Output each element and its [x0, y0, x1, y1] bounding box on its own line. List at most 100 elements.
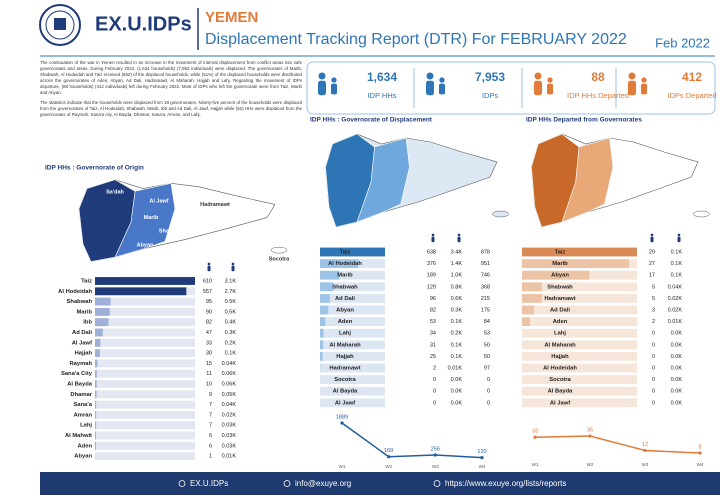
- map-region: [78, 179, 136, 262]
- bar-track: [95, 369, 195, 378]
- bar: [95, 349, 100, 358]
- row-value: 0.1K: [451, 342, 463, 348]
- bar-track: [522, 328, 637, 338]
- trend-x-label: W3: [432, 464, 439, 469]
- map-label: Shabwah: [159, 228, 184, 234]
- summary: The continuation of the war in Yemen res…: [40, 60, 302, 122]
- row-label: Lahj: [554, 331, 566, 337]
- bar-track: [95, 410, 195, 419]
- row-value: 0: [652, 342, 655, 348]
- row-value: 90: [206, 309, 212, 315]
- row-value: 31: [430, 342, 436, 348]
- row-label: Al Bayda: [548, 389, 574, 395]
- row-value: 368: [481, 284, 490, 290]
- bar: [95, 400, 97, 409]
- row-value: 0: [487, 389, 490, 395]
- row-value: 5: [652, 296, 655, 302]
- row-value: 0: [487, 377, 490, 383]
- row-label: Sana'a City: [61, 371, 93, 377]
- row-value: 11: [206, 371, 212, 377]
- bar-track: [522, 340, 637, 350]
- map-island: [693, 210, 710, 218]
- row-label: Ad Dali: [72, 330, 92, 336]
- footer-icon: [178, 480, 186, 487]
- trend-value: 8: [698, 444, 701, 450]
- row-value: 25: [430, 354, 436, 360]
- icon: [431, 236, 435, 243]
- bar: [320, 340, 324, 350]
- map-title: IDP HHs : Governorate of Displacement: [310, 117, 433, 124]
- row-value: 84: [484, 319, 490, 325]
- row-value: 376: [427, 261, 436, 267]
- bar-track: [95, 307, 195, 316]
- bar: [320, 270, 340, 280]
- map-title: IDP HHs Departed from Governorates: [526, 117, 642, 124]
- map-label: Hadramawt: [200, 202, 230, 208]
- row-value: 6: [209, 433, 212, 439]
- trend-point: [643, 448, 647, 453]
- row-value: 3.4K: [451, 249, 463, 255]
- icon: [547, 83, 553, 95]
- row-label: Shabwah: [332, 284, 358, 290]
- row-value: 15: [206, 361, 212, 367]
- kpi-value: 88: [591, 70, 605, 84]
- row-value: 878: [481, 249, 490, 255]
- bar: [95, 410, 97, 419]
- row-value: 0.04K: [222, 402, 237, 408]
- bar-track: [522, 293, 637, 303]
- kpi-label: IDP HHs Departed: [567, 91, 629, 100]
- bar-track: [95, 359, 195, 368]
- row-label: Dhamar: [70, 392, 92, 398]
- bar-track: [320, 340, 385, 350]
- bar: [522, 293, 542, 303]
- row-value: 0.01K: [222, 454, 237, 460]
- row-label: Socotra: [334, 377, 356, 383]
- kpi-value: 7,953: [475, 70, 505, 84]
- footer-icon: [433, 480, 441, 487]
- logo-ring: [45, 10, 75, 40]
- bar-track: [320, 398, 385, 408]
- icon: [207, 265, 211, 272]
- map-label: Sa'dah: [106, 190, 124, 196]
- trend-value: 169: [384, 448, 393, 454]
- row-value: 82: [206, 320, 212, 326]
- footer-text: info@exuye.org: [295, 479, 351, 488]
- icon: [457, 236, 461, 243]
- row-value: 175: [481, 307, 490, 313]
- bar-track: [320, 386, 385, 396]
- bar: [95, 328, 103, 337]
- bar-track: [522, 282, 637, 292]
- icon: [628, 72, 636, 80]
- trend-point: [698, 451, 702, 455]
- row-value: 0: [433, 377, 436, 383]
- icon: [439, 77, 445, 83]
- bar: [522, 259, 630, 269]
- trend-point: [588, 434, 592, 438]
- icon: [677, 233, 681, 237]
- trend-x-label: W4: [697, 462, 704, 467]
- map-island: [270, 246, 288, 254]
- row-value: 0: [652, 331, 655, 337]
- icon: [641, 83, 647, 95]
- bar: [522, 317, 530, 327]
- row-value: 7: [209, 412, 212, 418]
- trend-point: [387, 455, 391, 459]
- icon: [231, 262, 235, 266]
- row-value: 0.5K: [225, 309, 237, 315]
- row-value: 0.0K: [671, 331, 683, 337]
- bar-track: [95, 441, 195, 450]
- row-label: Hajjah: [75, 351, 93, 357]
- row-value: 0.3K: [225, 330, 237, 336]
- row-value: 0.02K: [222, 412, 237, 418]
- bar: [95, 277, 195, 285]
- row-value: 95: [206, 299, 212, 305]
- bar: [320, 259, 359, 269]
- footer-text: https://www.exuye.org/lists/reports: [445, 479, 566, 488]
- report-date: Feb 2022: [655, 35, 710, 50]
- trend-x-label: W3: [642, 462, 649, 467]
- row-value: 47: [206, 330, 212, 336]
- trend-value: 1889: [336, 414, 348, 420]
- row-value: 0.5K: [225, 299, 237, 305]
- trend-x-label: W1: [339, 464, 346, 469]
